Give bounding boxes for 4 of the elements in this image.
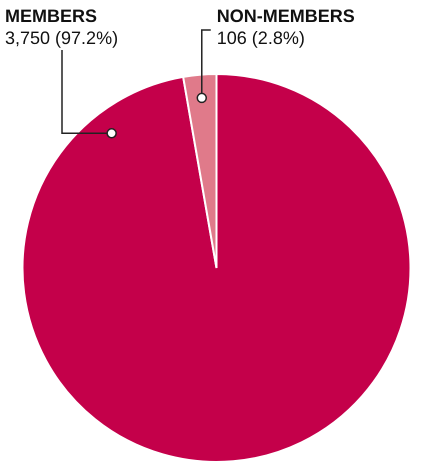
slice-label: MEMBERS	[5, 6, 98, 26]
data-label: 106 (2.8%)	[216, 28, 305, 48]
data-label: 3,750 (97.2%)	[5, 28, 118, 48]
slice-label: NON-MEMBERS	[216, 6, 355, 26]
